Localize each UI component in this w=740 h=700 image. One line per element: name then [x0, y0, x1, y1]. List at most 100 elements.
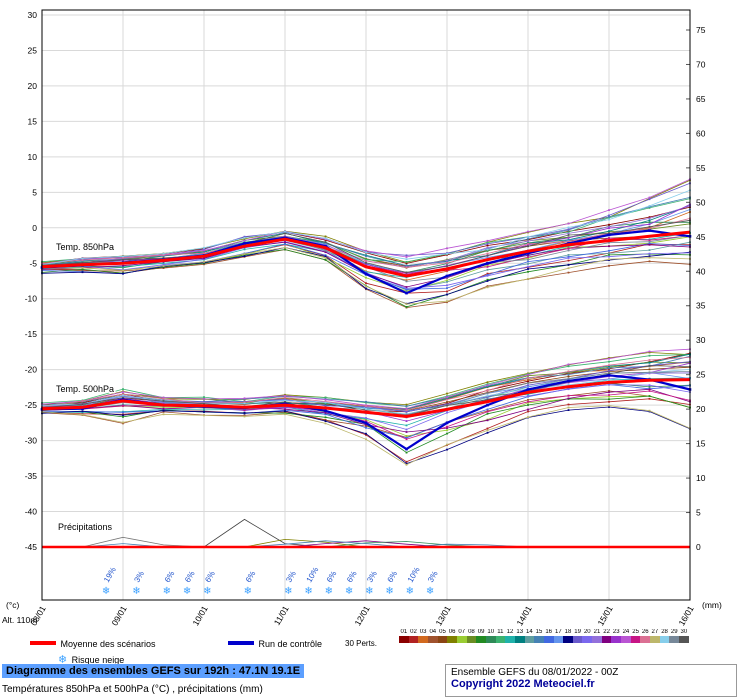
- member-marker: [446, 425, 448, 428]
- member-marker: [486, 410, 489, 413]
- member-marker: [608, 255, 610, 258]
- snow-percent-label: 3%: [365, 569, 379, 584]
- member-marker: [284, 408, 286, 411]
- pert-number: 15: [535, 629, 543, 635]
- pert-number: 16: [545, 629, 553, 635]
- member-marker: [527, 410, 529, 413]
- member-marker: [527, 278, 529, 280]
- right-axis-tick-label: 30: [696, 335, 706, 345]
- member-marker: [446, 448, 448, 451]
- pert-number: 20: [583, 629, 591, 635]
- snow-percent-label: 3%: [426, 569, 440, 584]
- member-marker: [567, 254, 570, 256]
- member-marker: [446, 260, 448, 263]
- snowflake-icon: ❄: [163, 586, 171, 597]
- member-marker: [122, 255, 124, 258]
- pert-number: 05: [439, 629, 446, 635]
- member-marker: [648, 242, 651, 245]
- member-marker: [567, 375, 570, 378]
- member-marker: [243, 401, 246, 404]
- member-marker: [324, 401, 327, 404]
- member-marker: [446, 293, 448, 296]
- member-marker: [486, 389, 489, 392]
- member-marker: [122, 265, 124, 268]
- member-marker: [567, 377, 570, 380]
- member-marker: [486, 248, 489, 251]
- member-marker: [567, 373, 570, 376]
- member-marker: [162, 252, 165, 255]
- snow-percent-label: 6%: [203, 569, 217, 584]
- member-marker: [608, 378, 610, 381]
- member-marker: [365, 258, 367, 261]
- altitude-label: Alt. 110m: [2, 615, 37, 625]
- member-marker: [567, 403, 570, 406]
- member-marker: [446, 429, 448, 432]
- member-marker: [162, 397, 165, 400]
- pert-color-swatch: [427, 636, 438, 643]
- date-label: 11/01: [272, 604, 291, 627]
- member-marker: [405, 266, 408, 269]
- date-label: 13/01: [433, 604, 452, 628]
- member-marker: [608, 369, 610, 372]
- member-marker: [527, 245, 529, 248]
- member-marker: [405, 303, 408, 305]
- member-marker: [608, 383, 610, 386]
- member-marker: [365, 426, 367, 429]
- member-marker: [486, 243, 489, 245]
- member-marker: [527, 374, 529, 377]
- member-marker: [243, 239, 246, 242]
- member-marker: [527, 401, 529, 404]
- date-label: 16/01: [676, 604, 695, 628]
- member-marker: [365, 405, 367, 407]
- pert-color-swatch: [514, 636, 525, 643]
- member-marker: [608, 360, 610, 363]
- member-marker: [648, 397, 651, 400]
- member-marker: [608, 367, 610, 369]
- member-marker: [608, 227, 610, 230]
- member-marker: [122, 414, 124, 417]
- member-marker: [203, 414, 205, 417]
- pert-number: 11: [497, 629, 504, 635]
- ensemble-members-t850: [41, 178, 691, 309]
- member-marker: [527, 395, 529, 397]
- member-marker: [648, 223, 651, 226]
- control-line-label: Run de contrôle: [258, 639, 322, 649]
- member-marker: [284, 411, 286, 414]
- member-marker: [567, 246, 570, 249]
- right-axis-tick-label: 15: [696, 439, 706, 449]
- member-marker: [486, 274, 489, 277]
- member-marker: [324, 257, 327, 259]
- right-axis-tick-label: 65: [696, 94, 706, 104]
- member-marker: [324, 251, 327, 253]
- member-marker: [446, 432, 448, 435]
- member-marker: [648, 238, 651, 241]
- snow-percent-label: 10%: [406, 566, 422, 584]
- member-marker: [365, 406, 367, 409]
- member-marker: [243, 402, 246, 405]
- member-marker: [203, 396, 205, 398]
- snowflake-icon: ❄: [183, 586, 191, 597]
- right-axis-tick-label: 5: [696, 508, 701, 518]
- member-marker: [243, 415, 246, 418]
- member-marker: [324, 254, 327, 257]
- pert-number: 21: [593, 629, 601, 635]
- member-marker: [567, 267, 570, 270]
- pert-color-swatch: [543, 636, 554, 643]
- pert-color-swatch: [669, 636, 680, 643]
- member-marker: [284, 409, 286, 412]
- pert-color-swatch: [418, 636, 428, 643]
- member-marker: [567, 222, 570, 225]
- pert-color-swatch: [630, 636, 641, 643]
- date-label: 09/01: [109, 604, 128, 628]
- member-marker: [648, 198, 651, 201]
- main-lines-t850: [40, 229, 692, 295]
- pert-color-swatch: [659, 636, 670, 643]
- mean-line-label: Moyenne des scénarios: [60, 639, 156, 649]
- member-marker: [486, 383, 489, 385]
- member-marker: [365, 417, 367, 419]
- pert-color-swatch: [563, 636, 573, 643]
- member-marker: [365, 423, 367, 426]
- member-marker: [243, 412, 246, 414]
- member-marker: [486, 398, 489, 401]
- control-marker: [607, 233, 611, 237]
